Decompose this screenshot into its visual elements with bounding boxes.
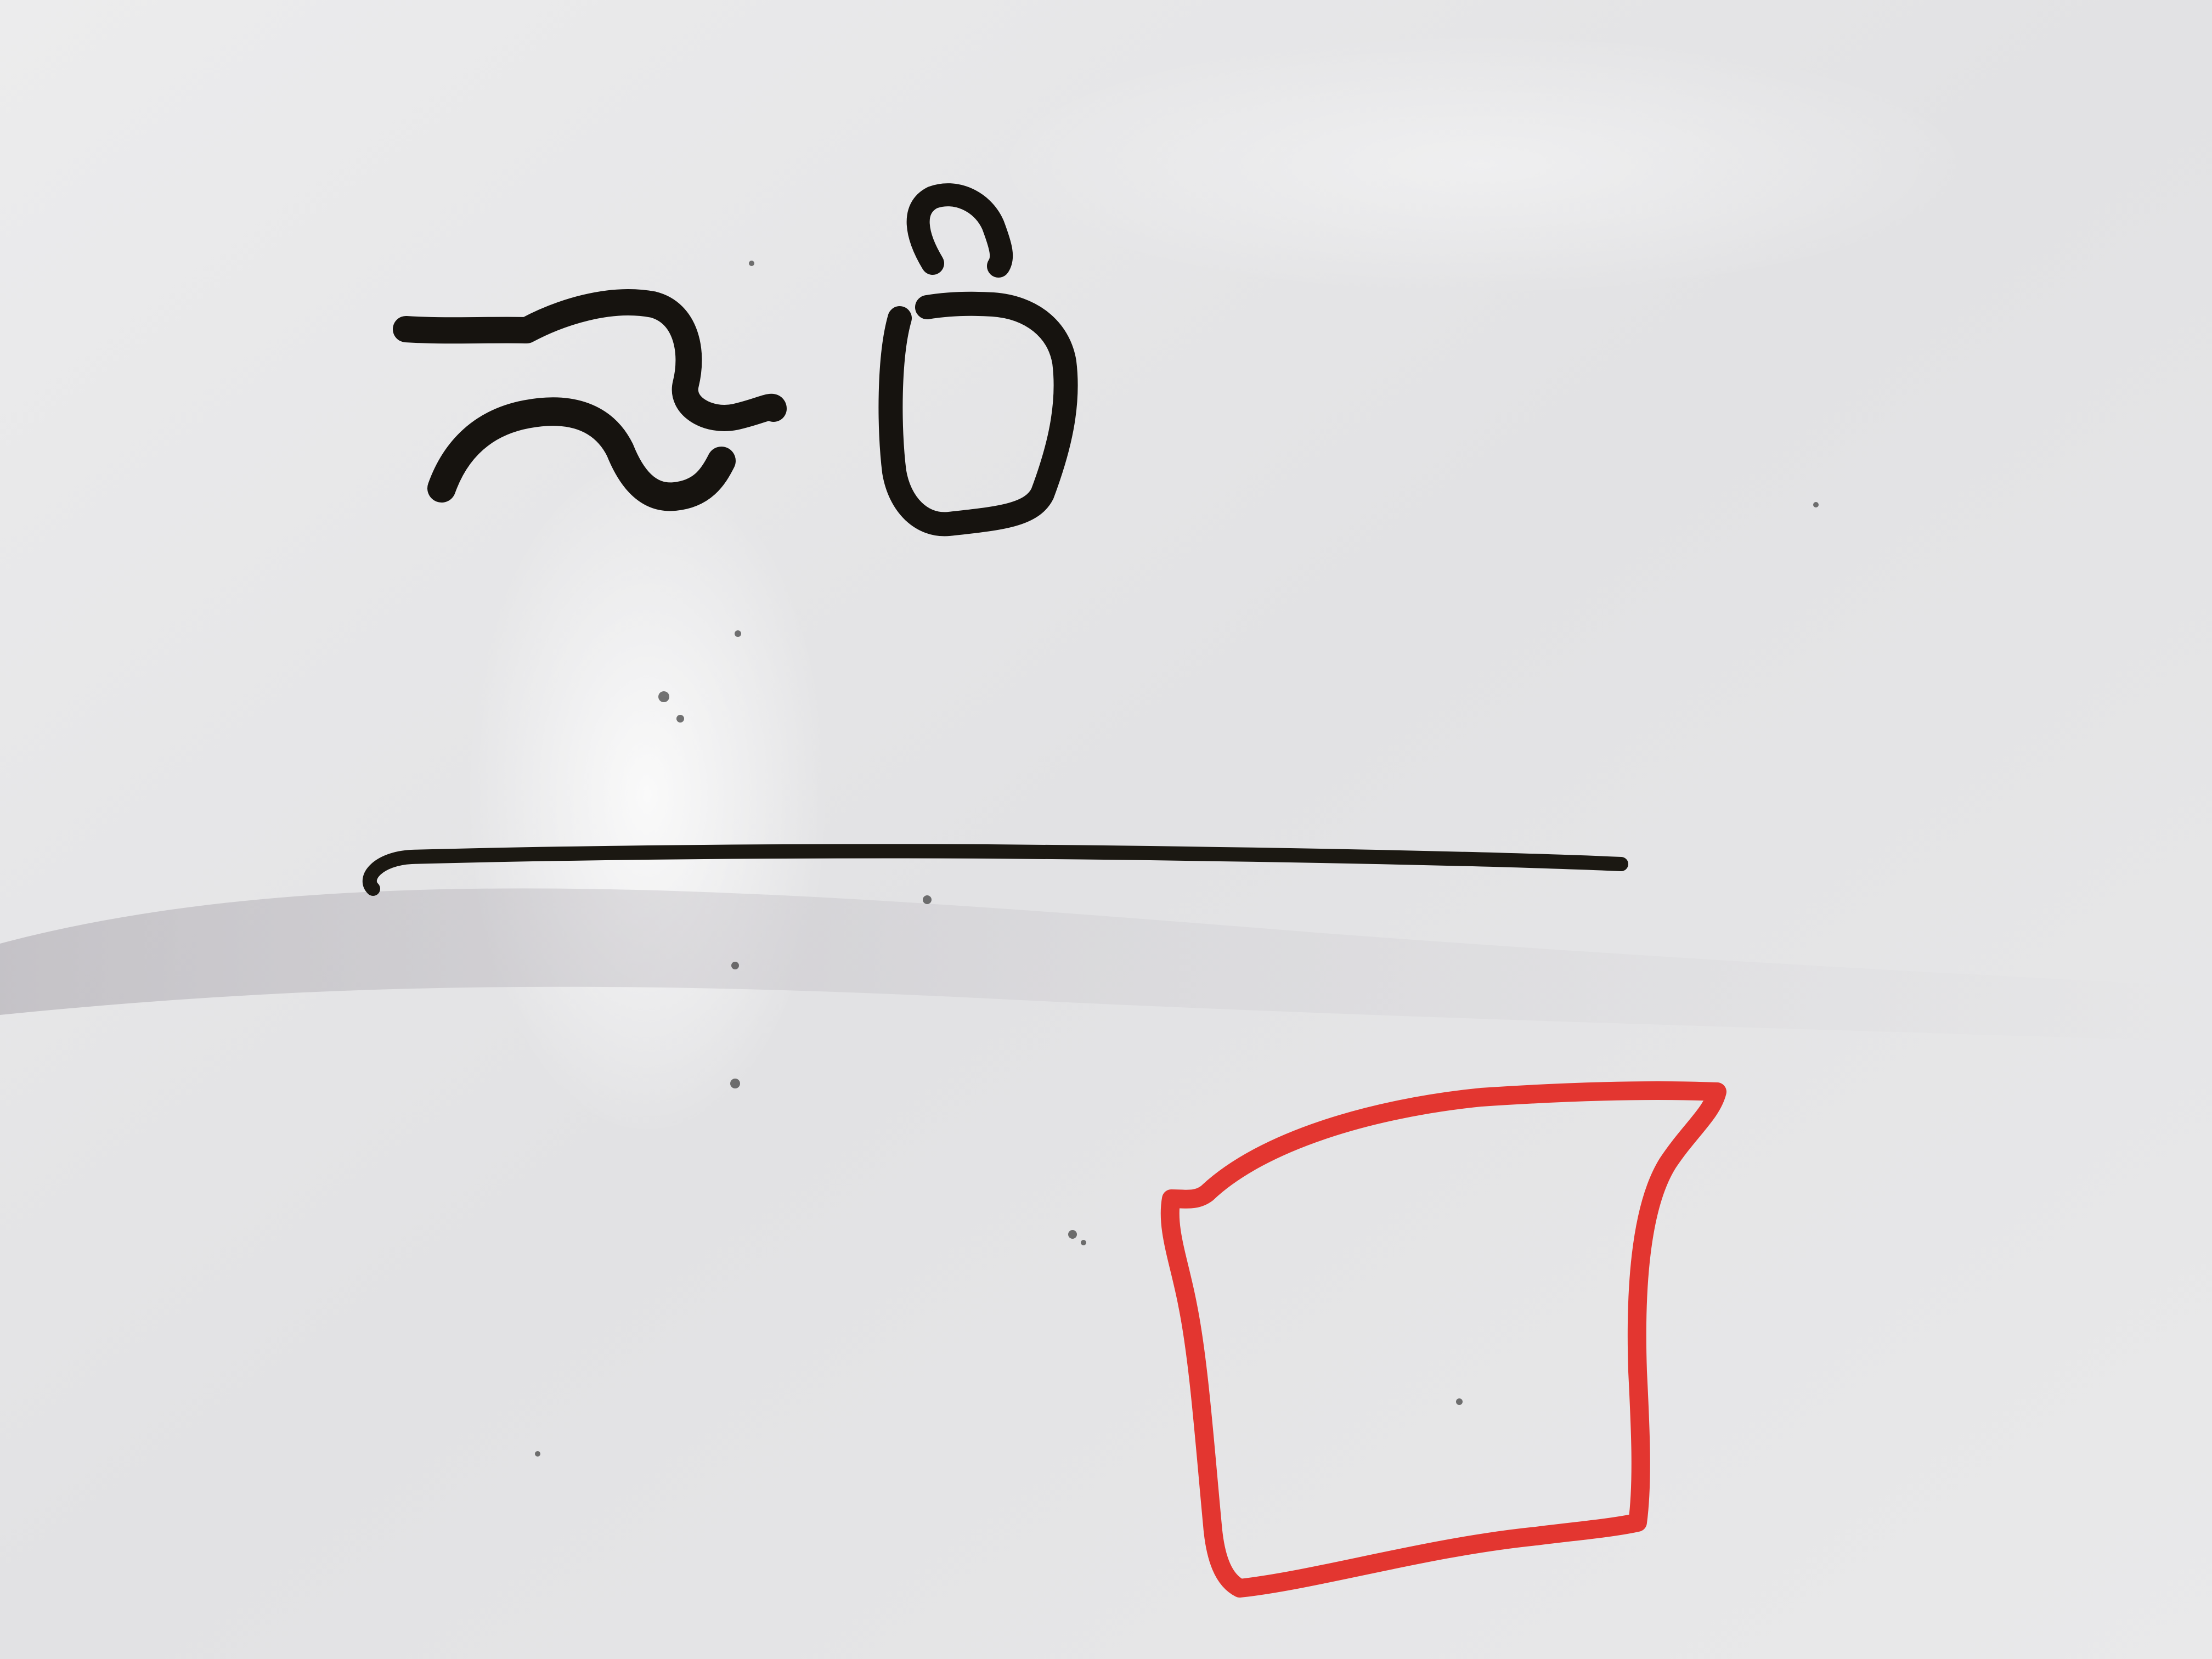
fraction-bar-line <box>363 844 1628 896</box>
board-specks <box>535 261 1819 1457</box>
handwriting-glyph-1 <box>393 289 787 431</box>
handwritten-numerator: ນີ <box>393 183 1078 537</box>
handwriting-glyph-2-mark <box>906 183 1013 278</box>
glare-reflection-top <box>988 33 1975 296</box>
glare-reflection <box>466 455 828 1136</box>
handwriting-glyph-1-lower <box>427 397 736 511</box>
handwriting-glyph-2 <box>878 291 1078 537</box>
answer-box <box>1160 1081 1726 1598</box>
eraser-smudge <box>0 888 2212 1042</box>
